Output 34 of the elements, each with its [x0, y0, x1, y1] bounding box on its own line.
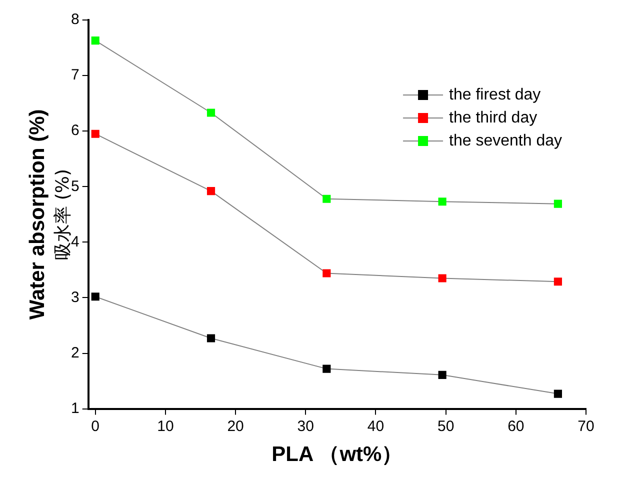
x-tick-label: 70: [578, 418, 594, 435]
y-tick-label: 2: [71, 344, 80, 362]
x-tick-label: 20: [227, 418, 244, 435]
x-tick-label: 0: [91, 418, 100, 435]
legend-label: the seventh day: [449, 132, 562, 150]
point: [91, 36, 100, 45]
point: [554, 278, 562, 286]
y-tick-label: 7: [71, 66, 80, 84]
point: [91, 292, 100, 301]
y-tick-label: 6: [71, 122, 80, 140]
y-tick-label: 1: [71, 400, 80, 417]
point: [438, 198, 446, 206]
point: [322, 194, 331, 203]
y-tick-label: 8: [71, 11, 80, 28]
legend-label: the third day: [449, 109, 538, 126]
point: [438, 370, 446, 379]
x-tick-label: 40: [367, 418, 384, 435]
point: [322, 269, 331, 278]
point: [206, 334, 216, 342]
point: [554, 390, 562, 398]
y-tick-label: 5: [71, 178, 80, 195]
y-tick-label: 3: [71, 288, 80, 306]
point: [554, 200, 562, 208]
x-tick-label: 50: [437, 418, 454, 435]
x-tick-label: 30: [297, 418, 314, 435]
x-tick-label: 10: [157, 418, 174, 435]
point: [91, 130, 100, 138]
point: [206, 108, 216, 117]
point: [438, 274, 446, 282]
x-axis-title: PLA （wt%）: [272, 443, 403, 466]
x-tick-label: 60: [508, 418, 524, 435]
legend-label: the firest day: [449, 86, 541, 104]
point: [206, 187, 216, 196]
point: [322, 364, 331, 373]
